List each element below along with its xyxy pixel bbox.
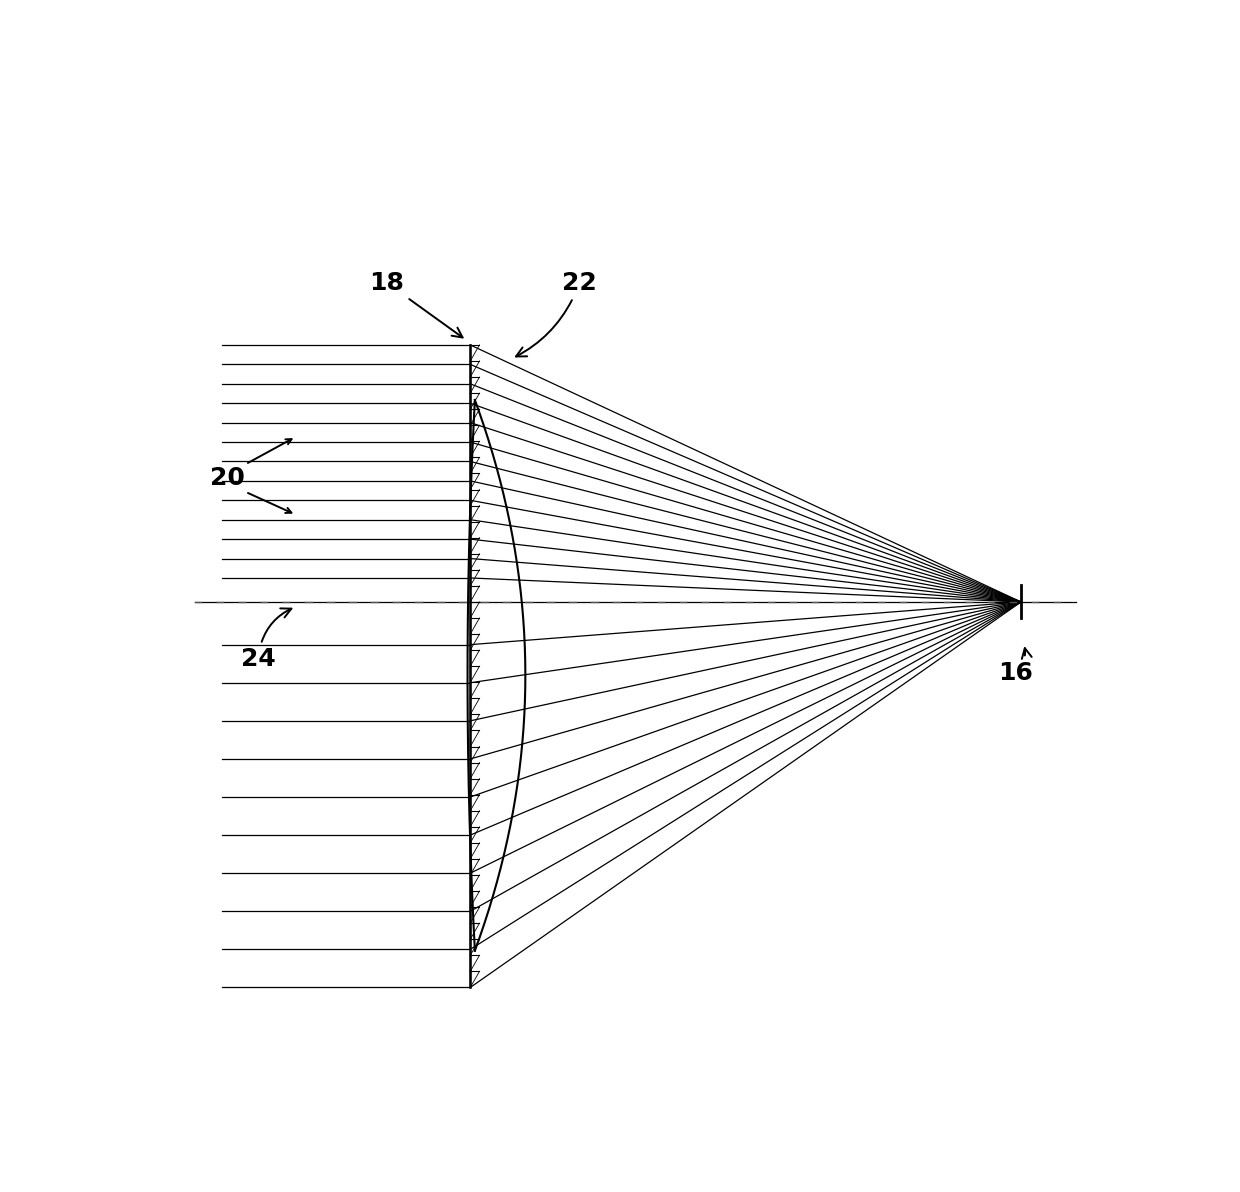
Text: 16: 16 <box>998 648 1033 685</box>
Text: 20: 20 <box>210 466 244 490</box>
Text: 18: 18 <box>370 271 463 337</box>
Text: 22: 22 <box>516 271 596 356</box>
Text: 24: 24 <box>241 608 291 671</box>
